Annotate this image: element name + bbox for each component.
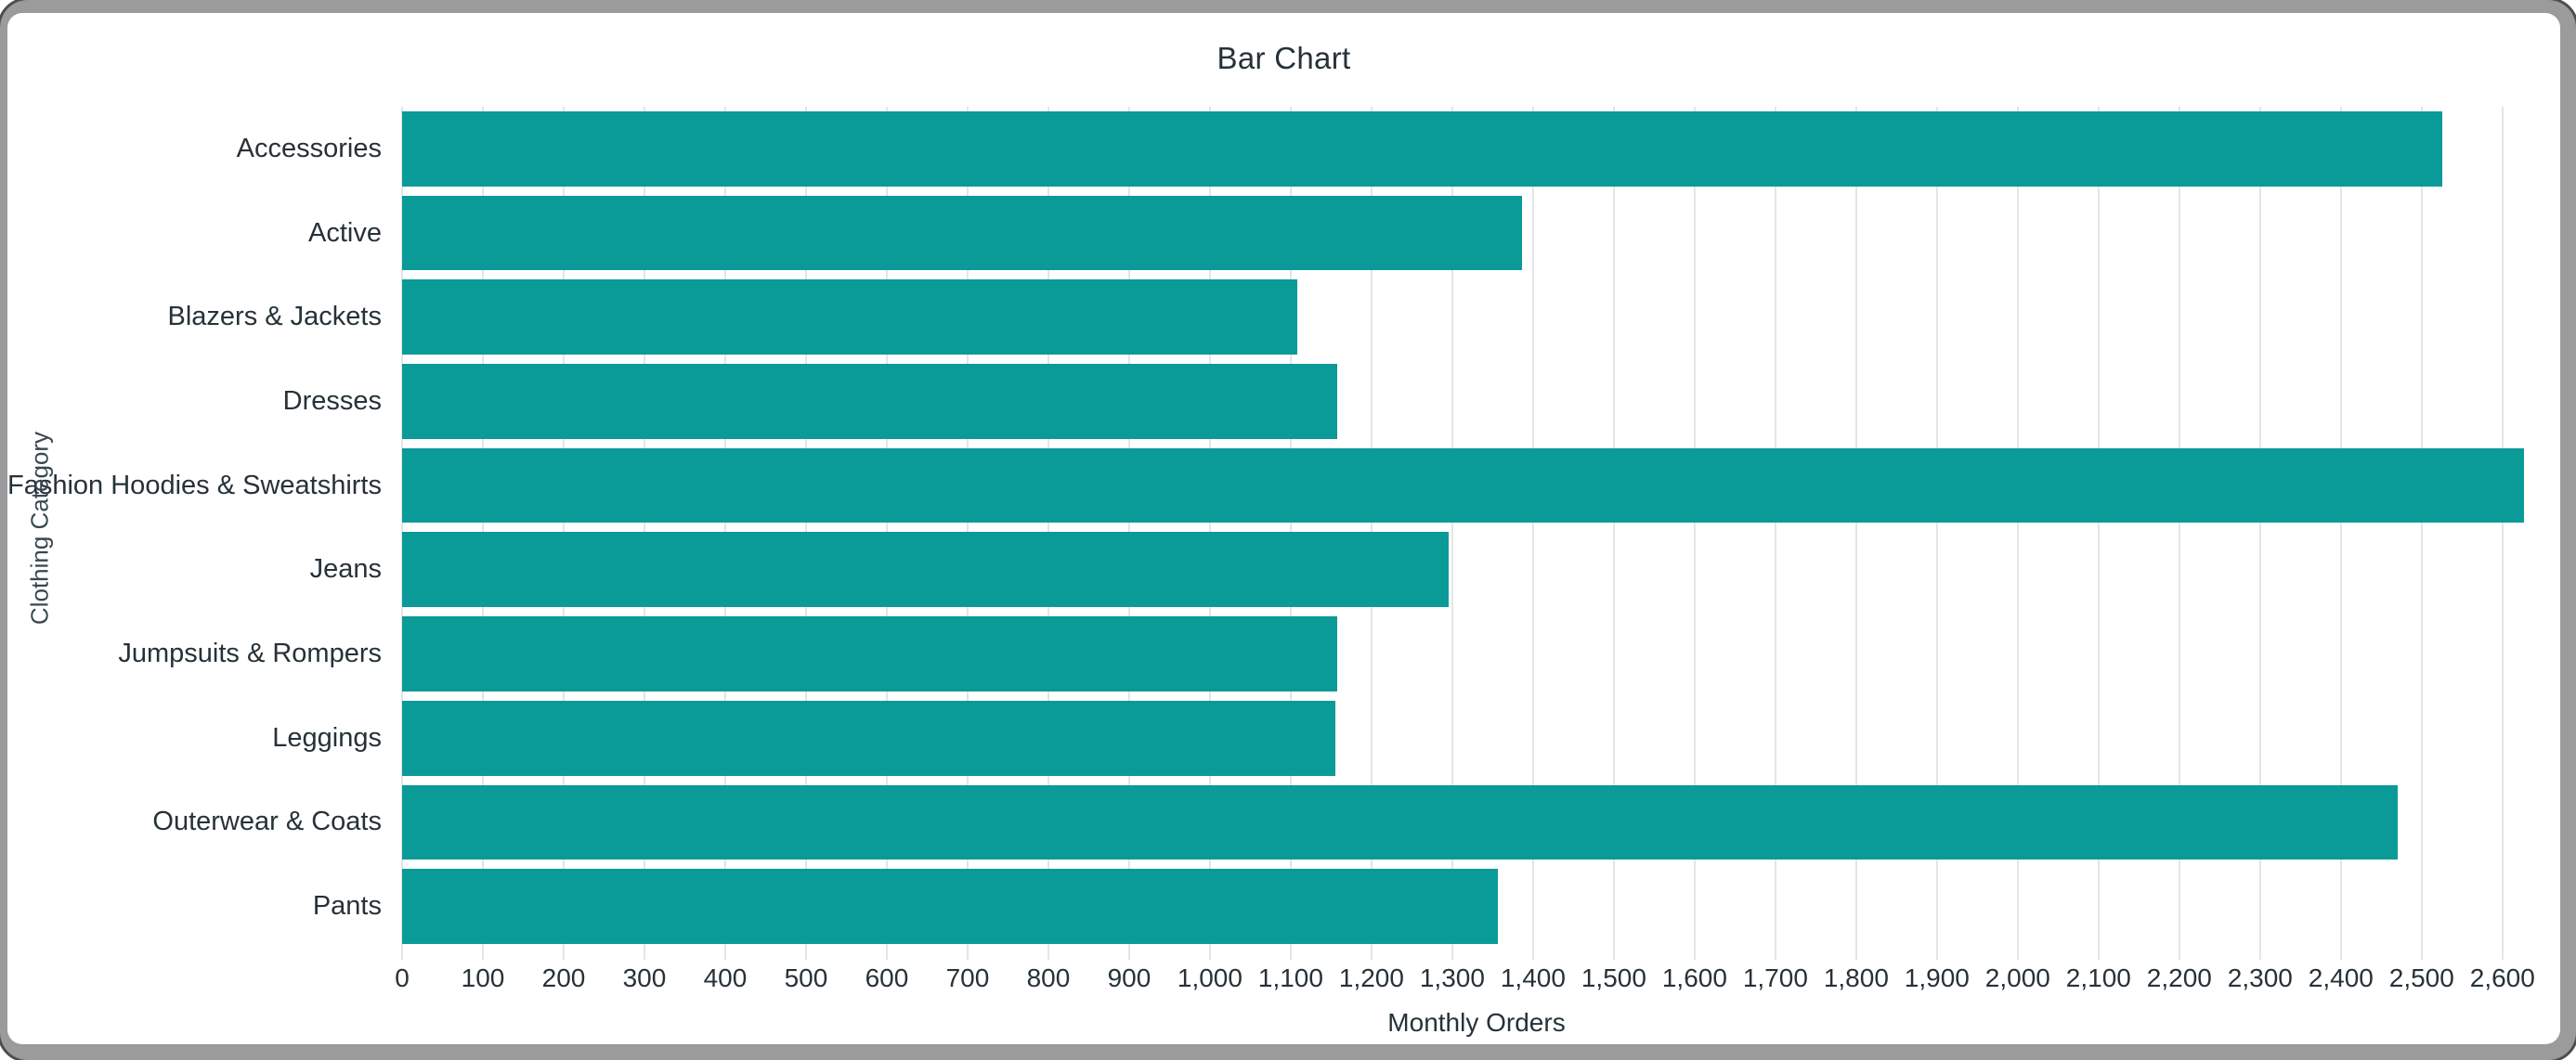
bar bbox=[402, 616, 1337, 692]
x-tick-label: 2,000 bbox=[1984, 963, 2050, 992]
x-tick-label: 1,100 bbox=[1257, 963, 1323, 992]
x-tick-label: 1,600 bbox=[1661, 963, 1727, 992]
category-label: Leggings bbox=[272, 722, 382, 753]
bar bbox=[402, 532, 1450, 608]
bar-row bbox=[402, 191, 2551, 276]
gridline bbox=[2420, 107, 2423, 960]
x-tick-label: 2,600 bbox=[2469, 963, 2535, 992]
category-label: Jumpsuits & Rompers bbox=[118, 639, 382, 669]
bar bbox=[402, 784, 2398, 860]
gridline bbox=[2501, 107, 2504, 960]
x-tick-label: 2,500 bbox=[2388, 963, 2454, 992]
x-tick-label: 700 bbox=[945, 963, 990, 992]
gridline bbox=[1693, 107, 1696, 960]
gridline bbox=[1451, 107, 1453, 960]
x-tick-label: 0 bbox=[395, 963, 410, 992]
x-tick-label: 1,700 bbox=[1742, 963, 1808, 992]
x-tick-label: 2,200 bbox=[2146, 963, 2212, 992]
x-tick-label: 600 bbox=[865, 963, 909, 992]
bar-row bbox=[402, 444, 2551, 528]
bar-row bbox=[402, 781, 2551, 865]
bar-row bbox=[402, 612, 2551, 696]
x-tick-label: 1,800 bbox=[1823, 963, 1889, 992]
category-label: Fashion Hoodies & Sweatshirts bbox=[7, 470, 382, 500]
y-axis-tick-labels: Accessories Active Blazers & Jackets Dresse… bbox=[7, 107, 402, 949]
category-label: Outerwear & Coats bbox=[152, 807, 382, 837]
chart-body: Clothing Category Accessories Active Blaze… bbox=[7, 107, 2551, 1037]
chart-title: Bar Chart bbox=[1216, 41, 1351, 75]
bar bbox=[402, 700, 1335, 776]
gridline bbox=[2097, 107, 2100, 960]
category-label: Jeans bbox=[309, 554, 382, 585]
x-axis-title: Monthly Orders bbox=[1387, 1008, 1566, 1037]
x-tick-label: 900 bbox=[1107, 963, 1151, 992]
bar-row bbox=[402, 528, 2551, 613]
gridline bbox=[2178, 107, 2180, 960]
bar-row bbox=[402, 107, 2551, 191]
x-tick-label: 2,300 bbox=[2227, 963, 2293, 992]
gridline bbox=[1935, 107, 1938, 960]
x-tick-label: 1,500 bbox=[1581, 963, 1646, 992]
x-tick-label: 1,200 bbox=[1338, 963, 1404, 992]
bar bbox=[402, 279, 1297, 355]
category-label: Active bbox=[308, 217, 382, 248]
x-tick-label: 1,900 bbox=[1904, 963, 1970, 992]
bar bbox=[402, 110, 2442, 187]
y-axis-title: Clothing Category bbox=[25, 431, 54, 625]
gridline bbox=[1612, 107, 1615, 960]
category-label: Dresses bbox=[282, 385, 382, 416]
bar-row bbox=[402, 359, 2551, 444]
category-label: Blazers & Jackets bbox=[167, 302, 382, 332]
bar bbox=[402, 869, 1498, 944]
gridline bbox=[1774, 107, 1776, 960]
category-label: Pants bbox=[312, 891, 382, 922]
bar-row bbox=[402, 275, 2551, 359]
x-tick-label: 1,000 bbox=[1177, 963, 1242, 992]
category-label: Accessories bbox=[236, 133, 382, 163]
x-tick-label: 2,400 bbox=[2308, 963, 2374, 992]
x-tick-label: 100 bbox=[461, 963, 505, 992]
bar-row bbox=[402, 696, 2551, 781]
x-tick-label: 800 bbox=[1026, 963, 1071, 992]
bar bbox=[402, 364, 1337, 439]
gridline bbox=[1854, 107, 1857, 960]
gridline bbox=[2339, 107, 2342, 960]
bar bbox=[402, 447, 2525, 524]
y-axis-title-column: Clothing Category bbox=[7, 107, 72, 949]
plot-area: Monthly Orders 0 100 200 300 400 500 600 700 800… bbox=[395, 107, 2551, 1037]
gridline bbox=[1531, 107, 1534, 960]
bar-row bbox=[402, 864, 2551, 949]
x-tick-label: 400 bbox=[703, 963, 748, 992]
chart-card: Bar Chart Clothing Category Accessories A… bbox=[7, 13, 2560, 1044]
gridline bbox=[2258, 107, 2261, 960]
x-tick-label: 2,100 bbox=[2065, 963, 2131, 992]
x-tick-label: 1,400 bbox=[1500, 963, 1566, 992]
x-tick-label: 1,300 bbox=[1419, 963, 1485, 992]
x-tick-label: 300 bbox=[622, 963, 667, 992]
x-tick-label: 200 bbox=[541, 963, 586, 992]
gridline bbox=[2016, 107, 2019, 960]
x-tick-label: 500 bbox=[784, 963, 828, 992]
bar bbox=[402, 195, 1522, 271]
